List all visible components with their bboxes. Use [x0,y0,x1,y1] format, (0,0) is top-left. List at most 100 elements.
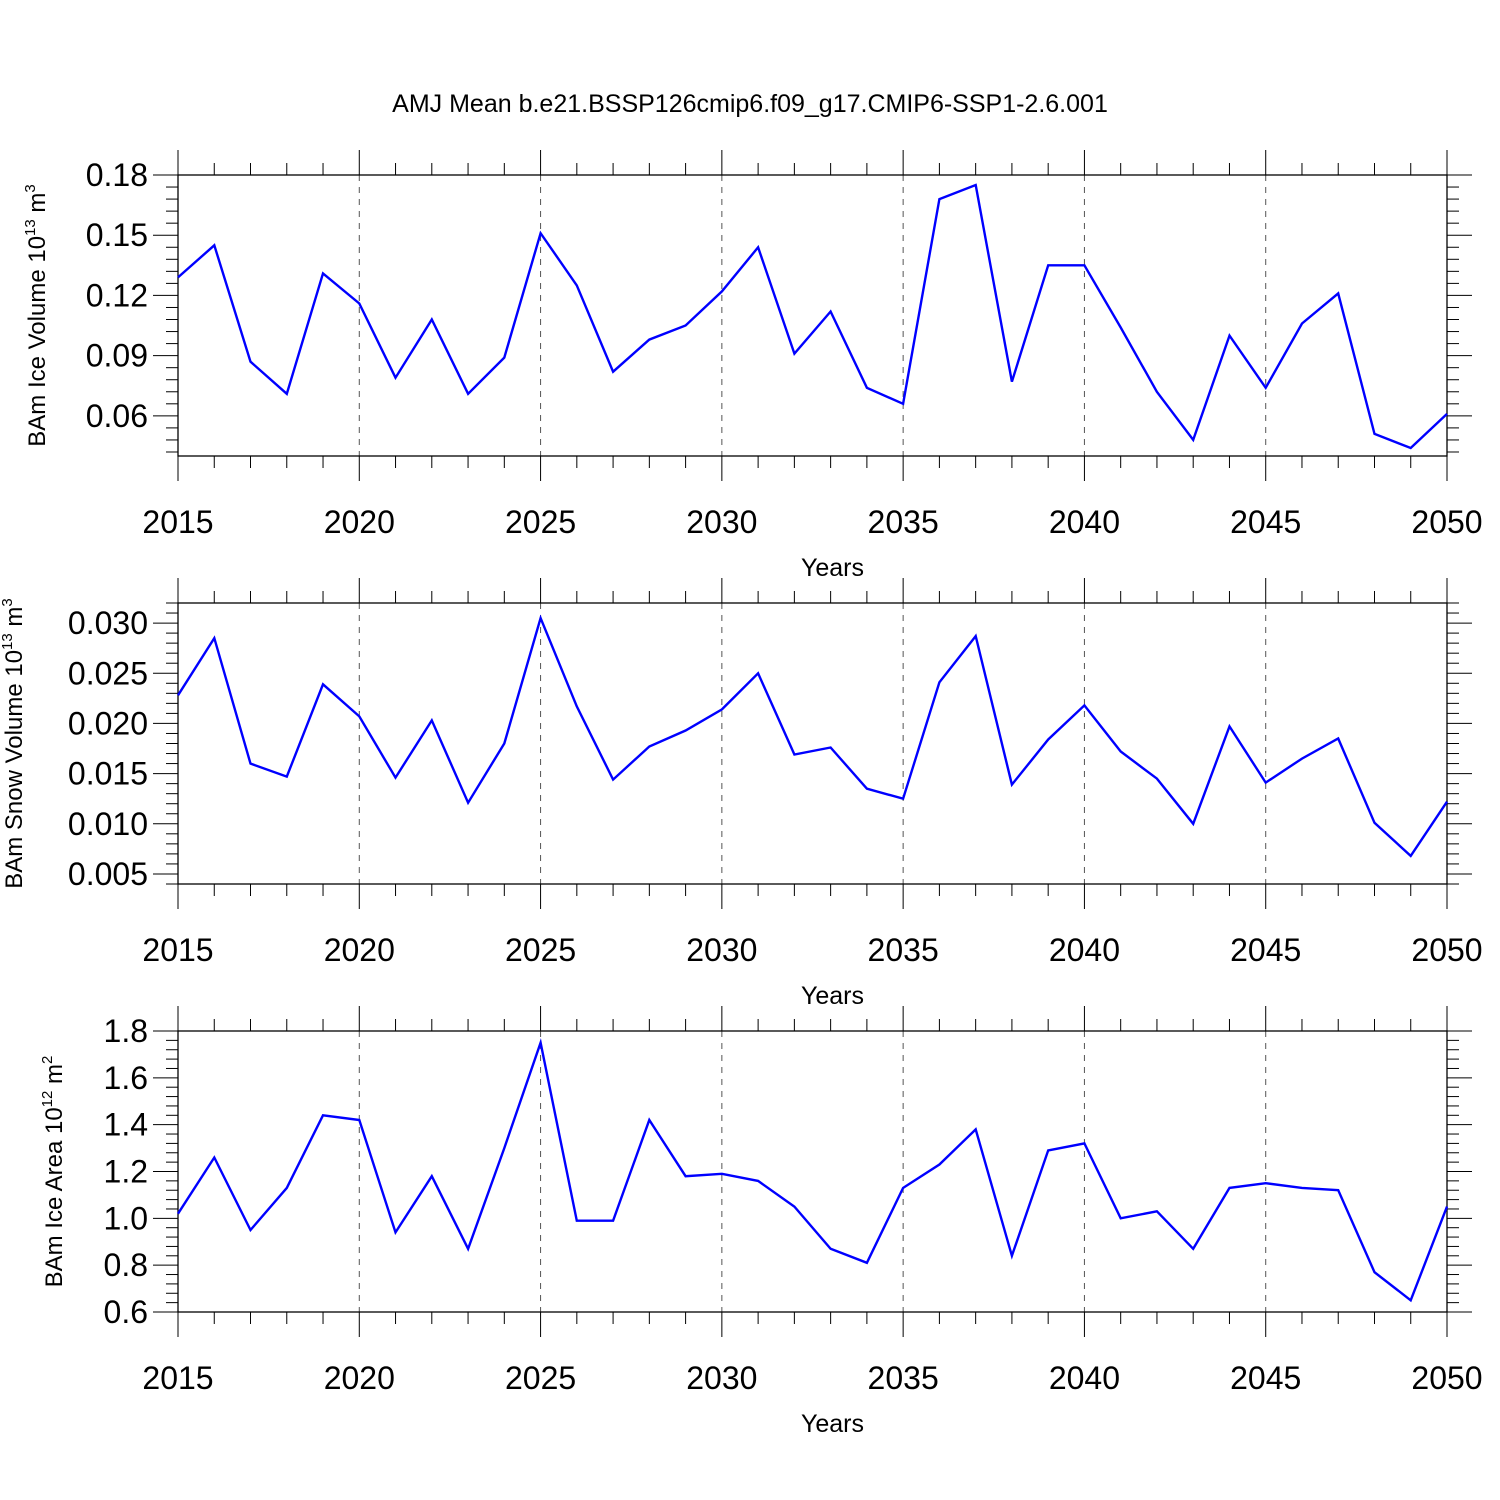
x-tick-label: 2025 [505,932,576,968]
y-axis-label-exponent: 13 [0,633,16,650]
data-point [1047,264,1049,266]
data-point [358,302,360,304]
data-point [1301,1187,1303,1189]
x-tick-label: 2035 [868,504,939,540]
y-axis-label-unit: m [24,193,51,220]
data-point [1192,1248,1194,1250]
data-point [757,246,759,248]
series-line [177,183,1448,450]
x-tick-label: 2050 [1411,932,1482,968]
data-point [1228,1187,1230,1189]
data-point [467,802,469,804]
data-point [684,1175,686,1177]
y-tick-label: 0.6 [104,1294,148,1330]
y-axis-label: BAm Snow Volume 1013 m3 [0,598,28,889]
data-point [467,393,469,395]
x-tick-label: 2025 [505,504,576,540]
data-point [648,1119,650,1121]
data-point [793,1205,795,1207]
x-tick-label: 2045 [1230,932,1301,968]
data-point [793,352,795,354]
data-point [1301,757,1303,759]
data-point [938,681,940,683]
data-point [1446,1205,1448,1207]
y-tick-label: 0.15 [86,217,148,253]
data-point [1446,801,1448,803]
data-point [1192,823,1194,825]
data-point [829,746,831,748]
x-axis-label: Years [801,982,864,1010]
y-tick-label: 1.6 [104,1060,148,1096]
data-point [503,356,505,358]
chart-title: AMJ Mean b.e21.BSSP126cmip6.f09_g17.CMIP… [392,90,1108,118]
data-point [1047,1149,1049,1151]
data-point [576,705,578,707]
data-point [1083,264,1085,266]
data-point [539,232,541,234]
y-tick-label: 1.2 [104,1154,148,1190]
data-point [1301,322,1303,324]
data-point [902,797,904,799]
y-axis-label-exponent: 12 [39,1091,56,1108]
data-point [177,694,179,696]
y-axis-label-unit: m [1,607,28,634]
data-point [286,393,288,395]
data-point [1119,326,1121,328]
series-line [176,614,1448,858]
data-point [177,276,179,278]
data-point [721,1173,723,1175]
data-point [177,1212,179,1214]
series-line [176,1038,1449,1303]
data-point [721,290,723,292]
data-point [213,1156,215,1158]
y-tick-label: 1.8 [104,1013,148,1049]
data-point [648,745,650,747]
panel-2: 0.005 0.010 0.015 0.020 0.025 0.030 2015 2020 20… [0,578,1483,1010]
plot-frame [177,174,1448,457]
y-axis-label-text: BAm Ice Area 10 [41,1107,68,1287]
data-point [1265,1182,1267,1184]
data-point [539,617,541,619]
data-point [1265,387,1267,389]
y-axis-label-text: BAm Ice Volume 10 [24,236,51,447]
x-tick-label: 2030 [686,504,757,540]
data-point [576,1219,578,1221]
data-point [1192,439,1194,441]
x-tick-label: 2040 [1049,504,1120,540]
plot-frame [177,1030,1448,1313]
data-point [1119,1217,1121,1219]
x-tick-label: 2030 [686,1360,757,1396]
x-tick-label: 2035 [868,932,939,968]
y-tick-label: 0.12 [86,277,148,313]
y-axis-label-unit-exponent: 2 [39,1056,56,1064]
y-axis-label: BAm Ice Area 1012 m2 [39,1056,68,1288]
y-axis-label-text: BAm Snow Volume 10 [1,650,28,889]
y-axis-label-exponent: 13 [22,219,39,236]
x-tick-label: 2025 [505,1360,576,1396]
data-point [249,360,251,362]
y-tick-label: 0.8 [104,1247,148,1283]
data-point [684,324,686,326]
data-point [866,1262,868,1264]
data-point [503,1147,505,1149]
data-point [1373,433,1375,435]
data-point [1265,781,1267,783]
data-point [1228,725,1230,727]
x-tick-label: 2035 [868,1360,939,1396]
panel-3: 0.6 0.8 1.0 1.2 1.4 1.6 1.8 2015 2020 2025 2030 203… [39,1006,1483,1438]
data-point [1011,783,1013,785]
data-point [1337,1189,1339,1191]
panels: 0.06 0.09 0.12 0.15 0.18 2015 2020 2025 2030 2035… [0,150,1483,1438]
data-point [612,1219,614,1221]
data-point [467,1248,469,1250]
data-point [829,310,831,312]
data-point [503,742,505,744]
data-point [684,729,686,731]
data-point [213,244,215,246]
y-tick-label: 0.09 [86,338,148,374]
data-point [286,775,288,777]
data-point [1083,1142,1085,1144]
x-tick-label: 2015 [142,1360,213,1396]
x-tick-label: 2040 [1049,1360,1120,1396]
